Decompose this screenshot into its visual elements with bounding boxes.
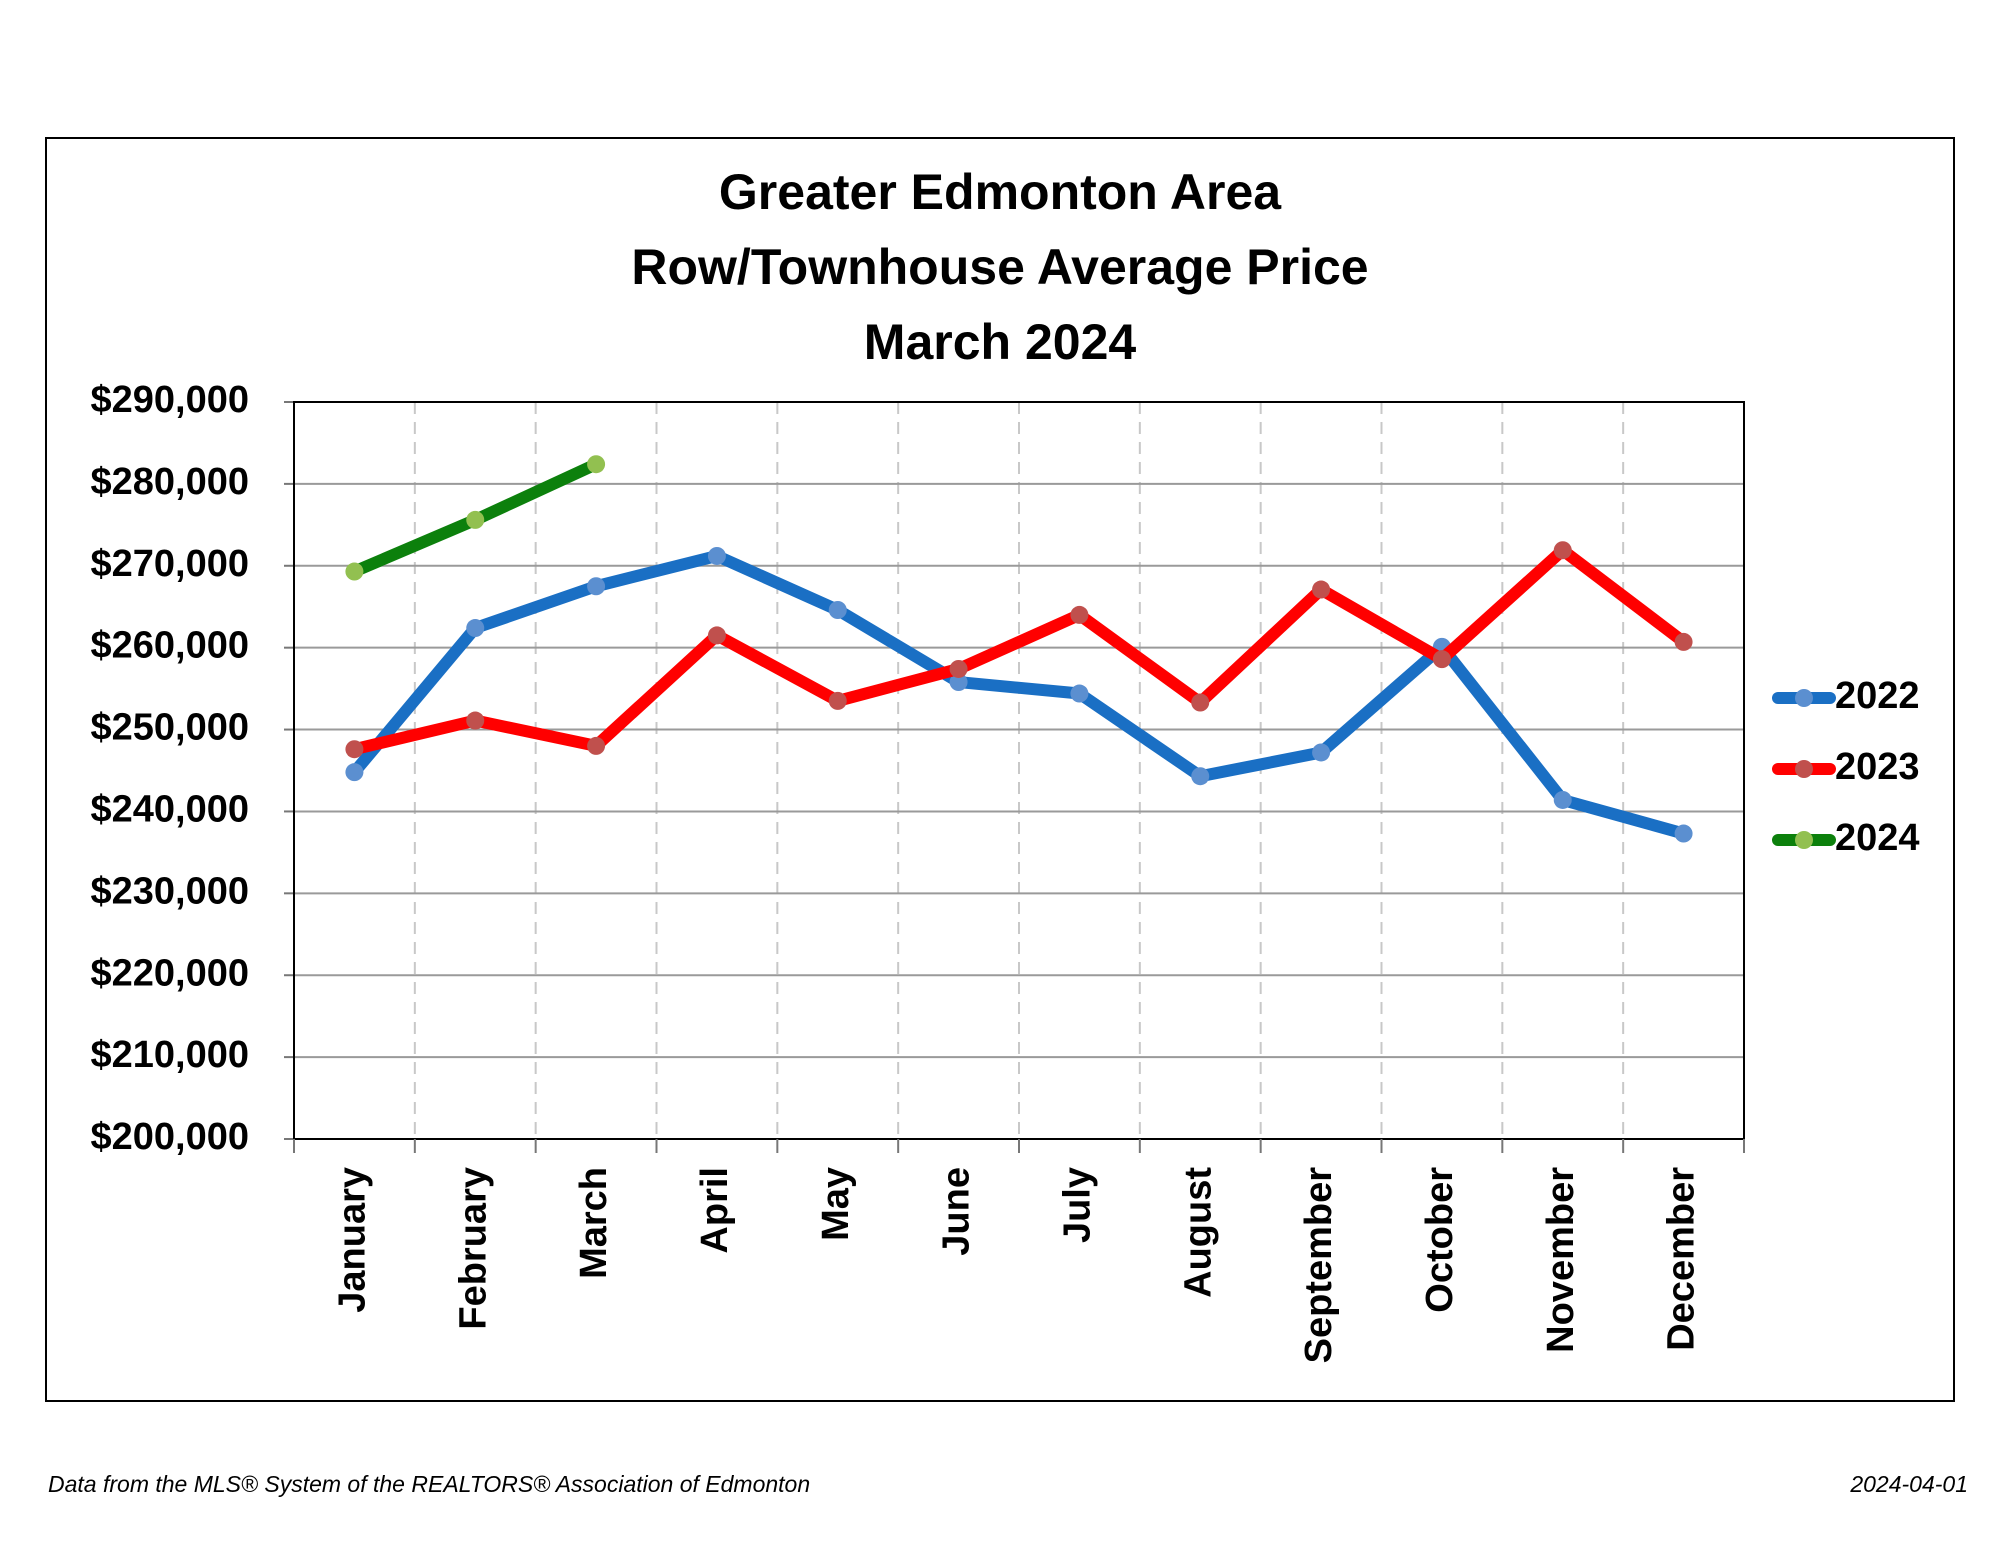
y-tick-label: $280,000 xyxy=(91,461,250,503)
chart-title: March 2024 xyxy=(864,314,1137,370)
data-point xyxy=(466,510,485,529)
chart-title: Row/Townhouse Average Price xyxy=(631,239,1368,295)
x-tick-label: January xyxy=(331,1167,373,1313)
data-point xyxy=(828,600,847,619)
x-tick-label: September xyxy=(1298,1167,1340,1364)
data-point xyxy=(707,546,726,565)
data-point xyxy=(1312,580,1331,599)
x-tick-label: August xyxy=(1177,1167,1219,1298)
data-point xyxy=(345,562,364,581)
source-note: Data from the MLS® System of the REALTOR… xyxy=(48,1471,810,1497)
y-tick-label: $220,000 xyxy=(91,952,250,994)
data-point xyxy=(707,626,726,645)
data-point xyxy=(1312,743,1331,762)
y-tick-label: $250,000 xyxy=(91,707,250,749)
data-point xyxy=(1191,693,1210,712)
data-point xyxy=(587,736,606,755)
y-tick-label: $270,000 xyxy=(91,543,250,585)
x-tick-label: October xyxy=(1419,1167,1461,1313)
data-point xyxy=(1553,541,1572,560)
x-tick-label: July xyxy=(1056,1167,1098,1243)
data-point xyxy=(949,659,968,678)
data-point xyxy=(1553,790,1572,809)
x-tick-label: May xyxy=(815,1167,857,1241)
data-point xyxy=(1674,632,1693,651)
x-tick-label: June xyxy=(936,1167,978,1256)
date-note: 2024-04-01 xyxy=(1849,1471,1968,1497)
series-line xyxy=(353,544,1688,756)
x-tick-label: December xyxy=(1661,1167,1703,1351)
data-point xyxy=(587,455,606,474)
data-point xyxy=(1070,684,1089,703)
y-tick-label: $240,000 xyxy=(91,788,250,830)
data-point xyxy=(587,577,606,596)
data-point xyxy=(1674,824,1693,843)
y-tick-label: $260,000 xyxy=(91,625,250,667)
data-point xyxy=(828,691,847,710)
data-point xyxy=(949,673,968,692)
x-tick-label: February xyxy=(452,1167,494,1330)
x-tick-label: November xyxy=(1540,1167,1582,1353)
data-point xyxy=(466,711,485,730)
x-tick-label: March xyxy=(573,1167,615,1279)
data-point xyxy=(345,763,364,782)
legend-marker xyxy=(1795,831,1813,849)
data-point xyxy=(1070,605,1089,624)
y-tick-label: $210,000 xyxy=(91,1034,250,1076)
chart-title: Greater Edmonton Area xyxy=(719,164,1282,220)
y-tick-label: $200,000 xyxy=(91,1116,250,1158)
data-point xyxy=(345,740,364,759)
data-point xyxy=(1432,650,1451,669)
x-tick-label: April xyxy=(694,1167,736,1254)
y-tick-label: $230,000 xyxy=(91,870,250,912)
legend-marker xyxy=(1795,689,1813,707)
legend-label: 2024 xyxy=(1835,817,1920,859)
y-tick-label: $290,000 xyxy=(91,379,250,421)
data-point xyxy=(1191,767,1210,786)
data-point xyxy=(466,619,485,638)
legend-marker xyxy=(1795,760,1813,778)
series-line xyxy=(349,549,1686,840)
legend-label: 2023 xyxy=(1835,746,1920,788)
legend-label: 2022 xyxy=(1835,675,1920,717)
